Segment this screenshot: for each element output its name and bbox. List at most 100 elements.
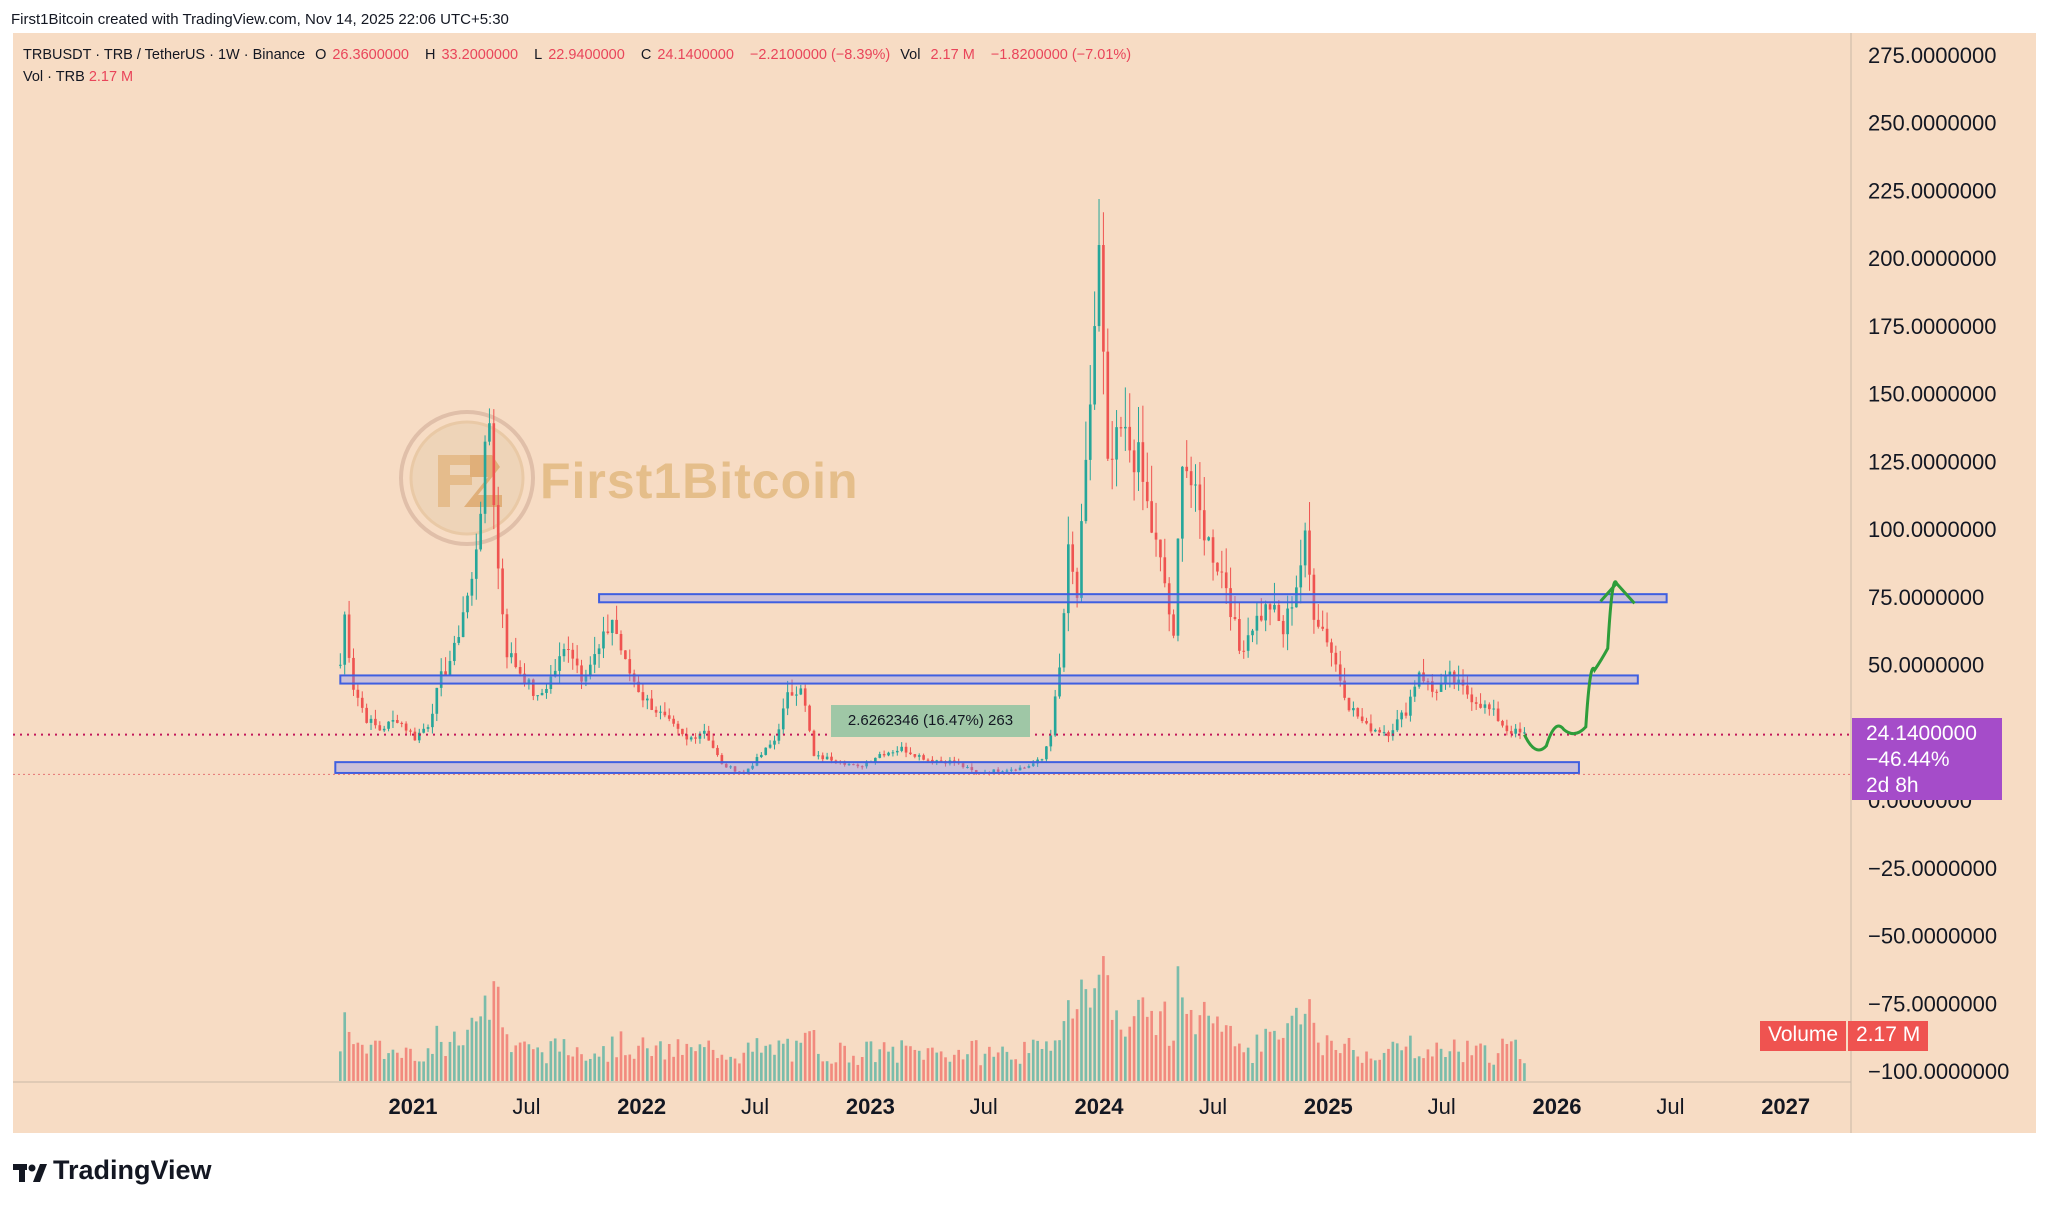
candle-body [961, 763, 965, 768]
candle-body [562, 649, 566, 657]
volume-bar [1325, 1035, 1329, 1081]
volume-bar [790, 1061, 794, 1081]
candle-body [922, 755, 925, 760]
candle-body [852, 764, 855, 766]
candle-body [1426, 681, 1430, 683]
volume-bar [1483, 1045, 1487, 1081]
volume-bar [1514, 1039, 1517, 1081]
volume-bar [830, 1063, 833, 1081]
candle-body [1299, 565, 1303, 588]
volume-bar [672, 1056, 675, 1081]
volume-bar [1369, 1058, 1373, 1081]
candle-body [588, 664, 592, 677]
candle-body [1238, 619, 1241, 651]
volume-bar [1062, 1021, 1066, 1081]
volume-bar [391, 1049, 395, 1081]
watermark-ring-outer [399, 410, 535, 546]
volume-bar [1488, 1062, 1491, 1081]
volume-bar [597, 1056, 601, 1081]
candle-body [575, 658, 579, 666]
candle-body [413, 731, 417, 741]
candle-body [352, 657, 355, 690]
volume-bar [1316, 1042, 1320, 1081]
volume-bar [453, 1031, 456, 1081]
volume-bar [641, 1037, 645, 1081]
volume-bar [852, 1055, 855, 1081]
candle-body [523, 673, 526, 685]
high-label: H [424, 47, 436, 63]
candle-body [939, 760, 943, 762]
candle-body [694, 737, 697, 739]
volume-bar [1128, 1026, 1132, 1081]
candle-body [1124, 426, 1127, 429]
candle-body [1470, 694, 1474, 703]
tradingview-footer[interactable]: TradingView [13, 1155, 212, 1186]
candle-body [391, 720, 395, 722]
candle-body [483, 441, 487, 514]
volume-bar [1501, 1038, 1504, 1081]
volume-bar [1110, 1019, 1114, 1081]
candle-body [1181, 466, 1184, 539]
volume-bar [1452, 1039, 1456, 1081]
volume-bar [1233, 1046, 1237, 1081]
candle-body [1163, 557, 1167, 584]
candle-body [1422, 672, 1425, 682]
volume-bar [645, 1048, 649, 1081]
candle-body [387, 721, 390, 729]
zone-upper-resistance [598, 593, 1668, 604]
volume-bar [663, 1059, 667, 1081]
candle-body [1404, 712, 1408, 716]
candle-body [474, 549, 478, 579]
candle-body [531, 679, 535, 696]
candle-body [365, 707, 368, 723]
close-label: C [640, 47, 652, 63]
volume-bar [869, 1041, 873, 1081]
volume-bar [426, 1048, 430, 1081]
candle-body [904, 746, 908, 753]
volume-bar [1167, 1045, 1171, 1081]
volume-bar [1211, 1023, 1215, 1081]
volume-bar [681, 1054, 684, 1081]
candle-body [1338, 664, 1342, 681]
volume-bar [1431, 1056, 1434, 1081]
volume-bar [637, 1045, 640, 1081]
chart-area[interactable] [13, 33, 2036, 1133]
candle-body [1373, 729, 1377, 732]
volume-bar [1001, 1046, 1004, 1081]
volume-bar [825, 1061, 829, 1081]
volume-bar [417, 1061, 421, 1081]
candle-body [856, 764, 860, 767]
volume-bar [1321, 1055, 1325, 1081]
volume-bar [689, 1047, 693, 1081]
candle-body [786, 692, 789, 709]
candle-body [1088, 404, 1092, 460]
candle-body [1097, 245, 1101, 327]
volume-bar [970, 1040, 974, 1081]
candle-body [768, 744, 772, 748]
candle-body [1202, 510, 1206, 541]
x-tick-label: Jul [741, 1094, 769, 1119]
volume-bar [944, 1057, 947, 1081]
candle-body [1106, 351, 1110, 459]
volume-bar [505, 1034, 509, 1081]
volume-bar [343, 1012, 347, 1081]
candle-body [917, 755, 921, 757]
candle-body [663, 711, 667, 716]
volume-bar [751, 1051, 754, 1081]
candle-body [1439, 683, 1443, 692]
volume-bar [974, 1040, 978, 1081]
candle-body [1356, 708, 1360, 717]
volume-bar [1400, 1050, 1403, 1081]
volume-bar [562, 1039, 566, 1081]
candle-body [1141, 442, 1145, 482]
candle-body [830, 756, 833, 761]
volume-bar [593, 1053, 597, 1081]
candle-body [1137, 442, 1140, 473]
candle-body [795, 694, 798, 696]
candle-body [764, 747, 768, 755]
candle-body [1185, 466, 1189, 472]
candle-body [681, 728, 684, 735]
candle-body [1224, 572, 1228, 589]
open-label: O [315, 47, 327, 63]
